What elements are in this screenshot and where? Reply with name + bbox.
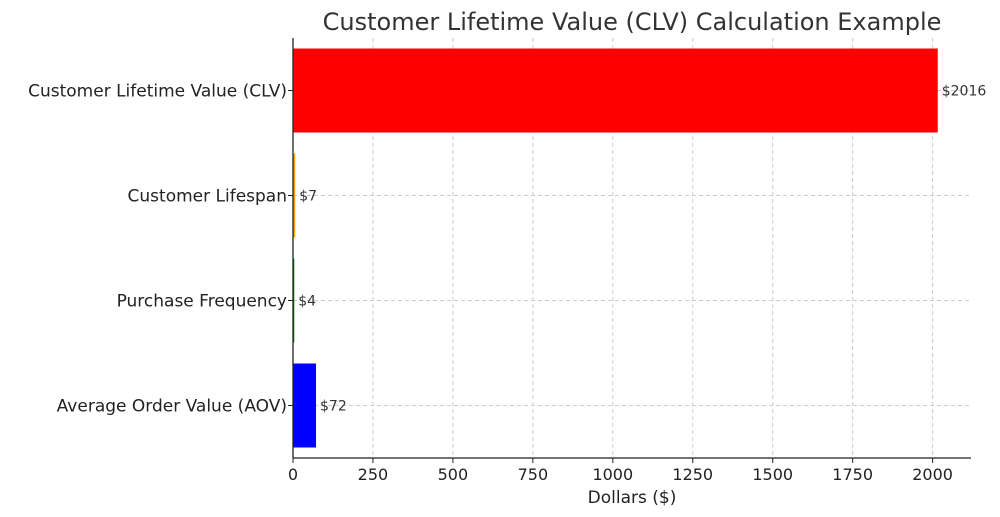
- bar-value-label: $72: [320, 399, 347, 415]
- bar: [293, 153, 296, 238]
- x-tick-label: 250: [358, 465, 389, 484]
- x-tick-label: 2000: [912, 465, 953, 484]
- y-tick-label: Purchase Frequency: [117, 292, 287, 312]
- x-axis-label: Dollars ($): [588, 488, 677, 508]
- x-tick-label: 1250: [672, 465, 713, 484]
- x-tick-label: 0: [288, 465, 298, 484]
- y-tick-label: Customer Lifespan: [128, 187, 287, 207]
- x-tick-label: 750: [518, 465, 549, 484]
- bar-value-label: $2016: [942, 84, 987, 100]
- bar-value-label: $4: [298, 294, 316, 310]
- x-tick-labels: 0 250 500 750 1000 1250 1500 1750 2000: [288, 458, 953, 484]
- bar: [293, 363, 317, 448]
- data-labels: $72 $4 $7 $2016: [298, 84, 986, 415]
- x-tick-label: 1750: [832, 465, 873, 484]
- bar: [293, 48, 938, 133]
- y-tick-label: Customer Lifetime Value (CLV): [28, 82, 287, 102]
- y-tick-labels: Average Order Value (AOV) Purchase Freque…: [28, 82, 293, 417]
- x-tick-label: 1500: [752, 465, 793, 484]
- bars: [293, 48, 938, 448]
- x-tick-label: 500: [438, 465, 469, 484]
- bar-value-label: $7: [299, 189, 317, 205]
- x-tick-label: 1000: [592, 465, 633, 484]
- chart-title: Customer Lifetime Value (CLV) Calculatio…: [323, 8, 942, 36]
- y-tick-label: Average Order Value (AOV): [57, 397, 287, 417]
